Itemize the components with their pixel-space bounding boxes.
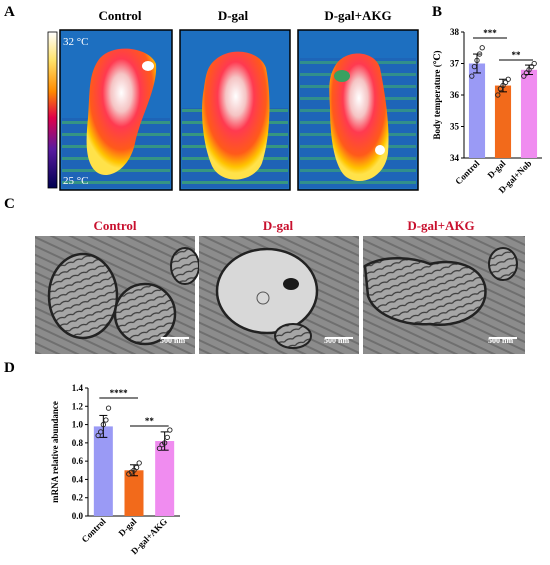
bar [155, 441, 175, 516]
tem-scale-label-control: 500 nm [160, 336, 186, 345]
y-tick-label: 0.4 [72, 474, 84, 484]
y-tick-label: 0.0 [72, 511, 84, 521]
data-point [105, 405, 112, 411]
data-point [526, 67, 532, 73]
data-point [521, 73, 527, 79]
tem-images [35, 236, 525, 354]
data-point [164, 434, 170, 441]
thermal-images [47, 29, 419, 191]
scale-max-label: 32 °C [63, 36, 89, 48]
y-tick-label: 36 [450, 90, 460, 100]
thermal-image-dgal [179, 29, 291, 191]
bar [124, 470, 144, 516]
x-tick-label: Control [80, 516, 109, 545]
thermal-image-dgal-akg [297, 29, 419, 191]
data-point [497, 86, 504, 92]
data-point [502, 79, 509, 86]
significance-label: **** [110, 388, 128, 398]
scale-min-label: 25 °C [63, 175, 89, 187]
panel-label-c: C [4, 196, 15, 212]
data-point [523, 70, 530, 76]
data-point [471, 64, 478, 70]
data-point [505, 76, 511, 82]
y-tick-label: 0.8 [72, 438, 84, 448]
bar [494, 85, 512, 158]
thermal-title-dgal-akg: D-gal+AKG [324, 8, 392, 23]
panel-label-a: A [4, 4, 15, 20]
panel-label-d: D [4, 360, 15, 376]
data-point [100, 421, 106, 428]
data-point [162, 440, 168, 446]
y-tick-label: 35 [450, 122, 460, 132]
significance-label: *** [483, 28, 497, 38]
data-point [136, 460, 142, 466]
bar [520, 69, 538, 158]
y-tick-label: 1.2 [72, 401, 84, 411]
data-point [167, 427, 173, 433]
tem-scale-label-dgal: 500 nm [324, 336, 350, 345]
tem-title-dgal: D-gal [262, 218, 294, 233]
data-point [469, 73, 475, 79]
y-tick-label: 38 [450, 27, 460, 37]
data-point [476, 51, 483, 57]
tem-scale-label-dgal-akg: 500 nm [488, 336, 514, 345]
data-point [98, 429, 104, 435]
thermal-title-control: Control [98, 8, 142, 23]
data-point [133, 464, 140, 471]
data-point [528, 64, 535, 70]
y-tick-label: 34 [450, 153, 460, 163]
data-point [474, 57, 480, 63]
mrna-abundance-chart: 0.0 0.2 0.4 0.6 0.8 1.0 1.2 1.4 mRNA relative ab… [50, 383, 180, 556]
y-tick-label: 0.2 [72, 493, 84, 503]
y-tick-label: 37 [450, 59, 460, 69]
data-point [531, 60, 537, 67]
temperature-scale-bar [47, 31, 58, 189]
panel-label-b: B [432, 4, 443, 20]
bar [93, 426, 113, 516]
data-point [103, 417, 109, 423]
bar [468, 63, 486, 158]
x-tick-label: D-gal [116, 516, 138, 538]
significance-label: ** [512, 50, 522, 60]
thermal-image-control [59, 29, 173, 191]
data-point [156, 445, 163, 451]
data-point [500, 82, 506, 89]
thermal-title-dgal: D-gal [217, 8, 249, 23]
significance-label: ** [145, 416, 155, 426]
y-axis-label: mRNA relative abundance [50, 401, 60, 503]
x-tick-label: D-gal [485, 158, 507, 180]
y-tick-label: 1.0 [72, 420, 84, 430]
y-tick-label: 1.4 [72, 383, 84, 393]
y-tick-label: 0.6 [72, 456, 84, 466]
data-point [131, 467, 137, 473]
data-point [95, 432, 101, 439]
tem-image-dgal [199, 236, 359, 354]
tem-title-control: Control [93, 218, 137, 233]
tem-image-dgal-akg [363, 236, 525, 354]
tem-title-dgal-akg: D-gal+AKG [407, 218, 475, 233]
y-axis-label: Body temperature (℃) [432, 50, 442, 139]
data-point [479, 45, 485, 51]
data-point [495, 92, 501, 98]
